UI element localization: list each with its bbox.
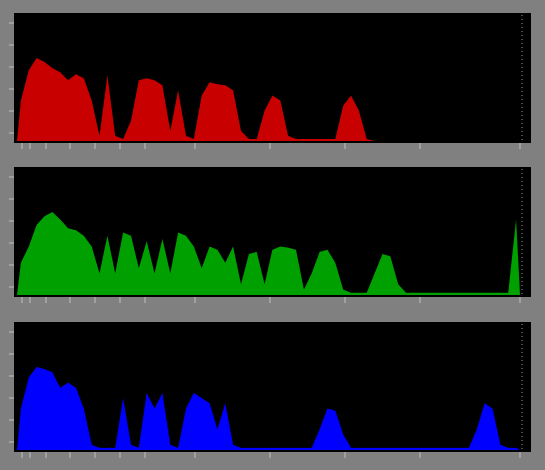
panel bbox=[14, 322, 531, 452]
histogram-area bbox=[17, 212, 520, 295]
histogram-area bbox=[17, 58, 520, 141]
histogram-area bbox=[17, 367, 520, 450]
